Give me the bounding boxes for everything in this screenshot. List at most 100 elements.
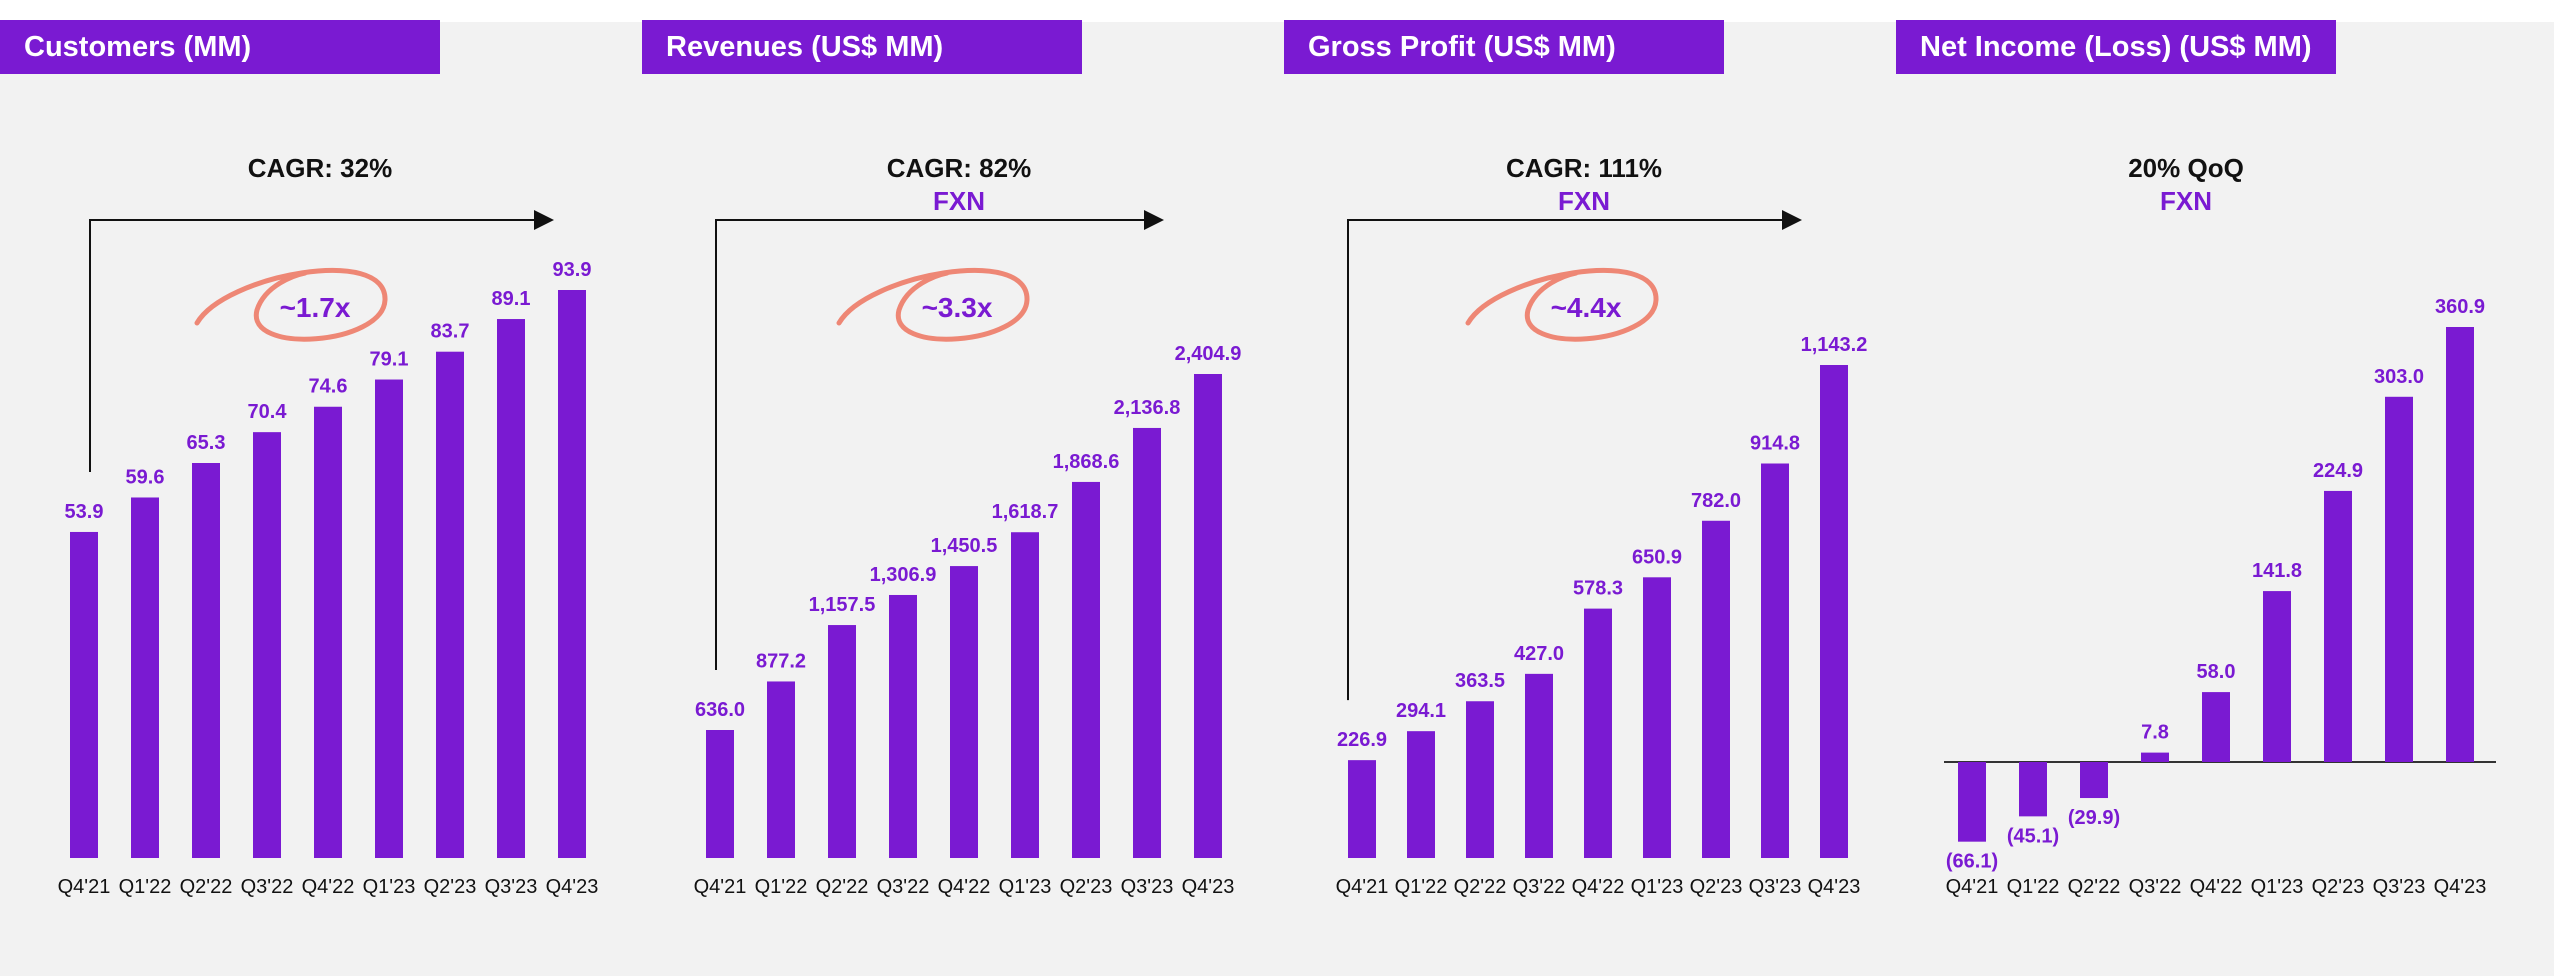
category-tick: Q4'21	[58, 876, 111, 898]
data-label: 914.8	[1750, 432, 1800, 454]
category-tick: Q1'23	[363, 876, 416, 898]
category-tick: Q1'23	[999, 876, 1052, 898]
data-label: 578.3	[1573, 578, 1623, 600]
data-label: 1,868.6	[1053, 451, 1120, 473]
scribble-ring	[194, 268, 388, 342]
category-tick: Q4'22	[1572, 876, 1625, 898]
data-label: 83.7	[431, 321, 470, 343]
revenues-panel: Revenues (US$ MM) CAGR: 82% FXN ~3.3x 636.0…	[642, 0, 1272, 976]
category-tick: Q4'22	[2190, 876, 2243, 898]
category-tick: Q1'22	[119, 876, 172, 898]
revenues-chart: CAGR: 82%FXN ~3.3x 636.0 Q4'21 877.2 Q1'22 1,1…	[694, 153, 1242, 898]
data-label: 93.9	[553, 259, 592, 281]
category-tick: Q4'22	[302, 876, 355, 898]
bar-Q2'22	[828, 625, 856, 858]
data-label: 782.0	[1691, 490, 1741, 512]
bar-Q3'22	[253, 432, 281, 858]
data-label: 70.4	[248, 401, 288, 423]
bar-Q1'22	[1407, 731, 1435, 858]
bar-Q4'22	[314, 406, 342, 858]
bar-Q4'23	[1820, 365, 1848, 858]
cagr-label: CAGR: 82%	[887, 153, 1031, 183]
data-label: 65.3	[187, 432, 226, 454]
cagr-label: 20% QoQ	[2128, 153, 2244, 183]
bar-Q1'23	[2263, 591, 2291, 762]
bar-Q4'21	[706, 730, 734, 858]
category-tick: Q2'23	[2312, 876, 2365, 898]
bar-Q1'22	[767, 681, 795, 858]
bar-Q2'23	[1072, 481, 1100, 858]
bar-Q4'21	[1348, 760, 1376, 858]
category-tick: Q1'22	[2007, 876, 2060, 898]
net-income-panel: Net Income (Loss) (US$ MM) 20% QoQ FXN (66…	[1896, 0, 2526, 976]
data-label: 89.1	[492, 288, 531, 310]
bar-Q4'23	[2446, 327, 2474, 762]
category-tick: Q2'23	[1060, 876, 1113, 898]
category-tick: Q4'23	[2434, 876, 2487, 898]
data-label: 427.0	[1514, 643, 1564, 665]
data-label: 1,157.5	[809, 594, 876, 616]
bar-Q4'22	[950, 566, 978, 858]
cagr-arrow	[89, 210, 554, 472]
bar-Q3'22	[1525, 673, 1553, 858]
data-label: 224.9	[2313, 460, 2363, 482]
data-label: 1,306.9	[870, 564, 937, 586]
category-tick: Q4'23	[1808, 876, 1861, 898]
category-tick: Q2'22	[2068, 876, 2121, 898]
data-label: 74.6	[309, 376, 348, 398]
data-label: 1,618.7	[992, 501, 1059, 523]
data-label: (29.9)	[2068, 807, 2120, 829]
category-tick: Q3'22	[877, 876, 930, 898]
data-label: 363.5	[1455, 670, 1505, 692]
cagr-label: CAGR: 111%	[1506, 153, 1662, 183]
category-tick: Q2'22	[816, 876, 869, 898]
data-label: 360.9	[2435, 296, 2485, 318]
data-label: 294.1	[1396, 700, 1446, 722]
data-label: 53.9	[65, 501, 104, 523]
bar-Q3'22	[2141, 752, 2169, 762]
category-tick: Q4'21	[694, 876, 747, 898]
gross-profit-panel: Gross Profit (US$ MM) CAGR: 111% FXN ~4.4x…	[1284, 0, 1914, 976]
bar-Q4'22	[2202, 692, 2230, 762]
bar-Q2'23	[2324, 490, 2352, 762]
data-label: 636.0	[695, 699, 745, 721]
bar-Q4'21	[70, 531, 98, 858]
data-label: 59.6	[126, 466, 165, 488]
category-tick: Q2'22	[1454, 876, 1507, 898]
cagr-arrow	[715, 210, 1164, 671]
panel-title: Revenues (US$ MM)	[642, 20, 1082, 74]
data-label: 877.2	[756, 650, 806, 672]
scribble-ring	[1465, 268, 1659, 342]
category-tick: Q4'21	[1946, 876, 1999, 898]
category-tick: Q3'23	[1121, 876, 1174, 898]
fxn-label: FXN	[933, 186, 985, 216]
scribble-ring	[836, 268, 1030, 342]
data-label: 2,404.9	[1175, 343, 1242, 365]
customers-chart: CAGR: 32% ~1.7x 53.9 Q4'21 59.6 Q1'22 65.3 Q2'2…	[58, 153, 599, 898]
panel-title: Gross Profit (US$ MM)	[1284, 20, 1724, 74]
bar-Q4'21	[1958, 762, 1986, 842]
data-label: 58.0	[2197, 661, 2236, 683]
bar-Q1'22	[131, 497, 159, 858]
category-tick: Q4'23	[546, 876, 599, 898]
cagr-label: CAGR: 32%	[248, 153, 392, 183]
data-label: 1,143.2	[1801, 334, 1868, 356]
category-tick: Q4'22	[938, 876, 991, 898]
category-tick: Q3'23	[485, 876, 538, 898]
bar-Q1'22	[2019, 762, 2047, 817]
multiplier-label: ~3.3x	[922, 292, 993, 323]
bar-Q3'23	[2385, 396, 2413, 762]
multiplier-label: ~4.4x	[1551, 292, 1622, 323]
bar-Q4'23	[1194, 374, 1222, 858]
category-tick: Q3'23	[2373, 876, 2426, 898]
bar-Q4'22	[1584, 608, 1612, 858]
category-tick: Q1'23	[1631, 876, 1684, 898]
bar-Q2'23	[1702, 520, 1730, 858]
bar-Q2'22	[192, 463, 220, 858]
bar-Q3'23	[1761, 463, 1789, 858]
data-label: (66.1)	[1946, 851, 1998, 873]
customers-panel: Customers (MM) CAGR: 32% ~1.7x 53.9 Q4'21 59…	[0, 0, 630, 976]
gross-profit-chart: CAGR: 111%FXN ~4.4x 226.9 Q4'21 294.1 Q1'22 36…	[1336, 153, 1868, 898]
bar-Q3'23	[1133, 427, 1161, 858]
